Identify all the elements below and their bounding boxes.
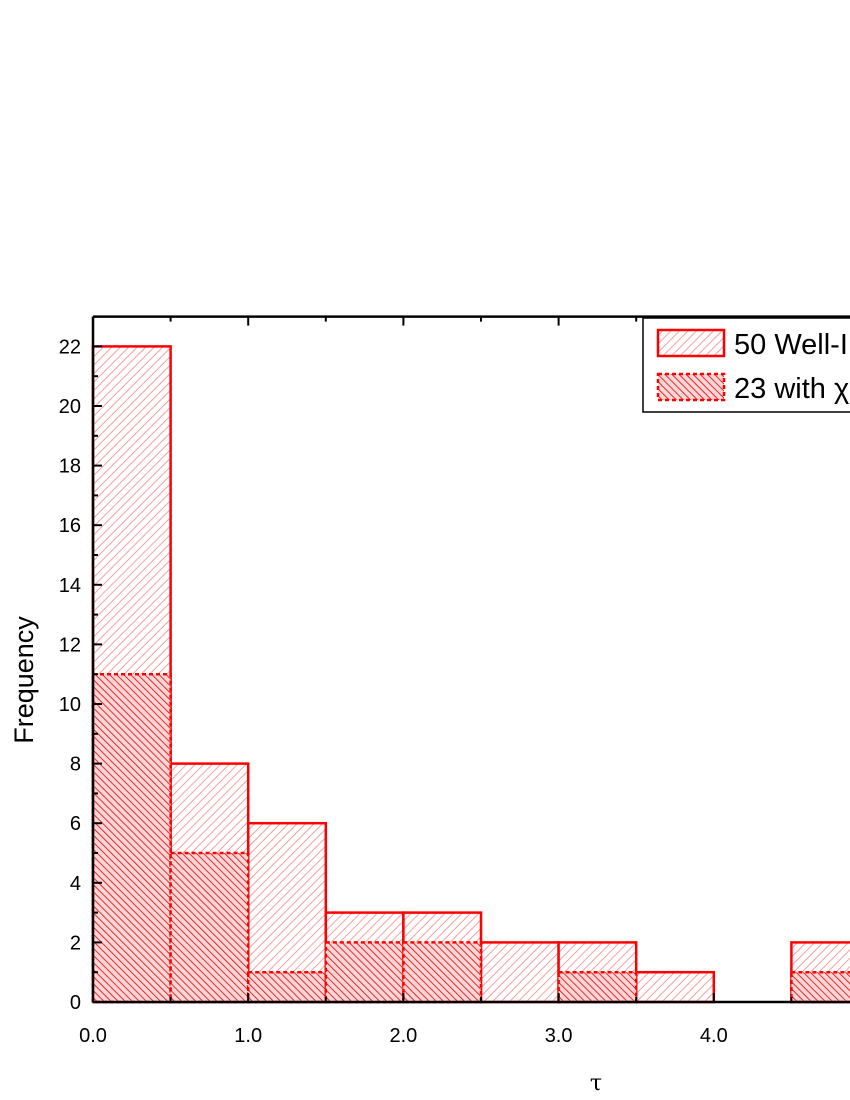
- y-axis-title: Frequency: [9, 616, 39, 744]
- all-bar-5: [479, 941, 560, 1004]
- legend-swatch-all: [656, 328, 726, 358]
- y-tick-label: 6: [70, 813, 81, 835]
- x-axis-title: τ: [590, 1071, 602, 1096]
- subset-bar-1: [169, 851, 250, 1004]
- x-tick-label: 4.0: [700, 1025, 728, 1047]
- y-tick-label: 18: [59, 456, 81, 478]
- x-tick-label: 0.0: [79, 1025, 107, 1047]
- y-tick-label: 2: [70, 932, 81, 954]
- y-tick-label: 14: [59, 575, 81, 597]
- y-tick-label: 12: [59, 634, 81, 656]
- subset-bar-0: [91, 672, 172, 1004]
- x-tick-label: 2.0: [389, 1025, 417, 1047]
- y-tick-label: 4: [70, 873, 81, 895]
- y-tick-label: 0: [70, 992, 81, 1014]
- subset-bar-4: [402, 941, 483, 1004]
- subset-bar-2: [246, 970, 328, 1004]
- x-tick-label: 1.0: [234, 1025, 262, 1047]
- y-tick-label: 10: [59, 694, 81, 716]
- axis-ticks: 0 2 4 6 8 10 12 14 16 18 20 22 0.0 1.0 2.0 3.0 4.0: [59, 315, 793, 1047]
- legend: 50 Well-I 23 with χ: [642, 317, 850, 413]
- legend-label-all: 50 Well-I: [734, 329, 848, 361]
- subset-bar-9: [790, 970, 850, 1004]
- series-subset-bars: [91, 672, 850, 1004]
- legend-swatch-subset: [656, 372, 726, 402]
- y-tick-label: 22: [59, 336, 81, 358]
- legend-label-subset: 23 with χ: [734, 373, 849, 405]
- subset-bar-3: [324, 941, 405, 1004]
- y-tick-label: 16: [59, 515, 81, 537]
- plot-axes: [91, 315, 850, 1004]
- all-bar-7: [634, 970, 716, 1004]
- y-tick-label: 8: [70, 754, 81, 776]
- y-tick-label: 20: [59, 396, 81, 418]
- x-tick-label: 3.0: [545, 1025, 573, 1047]
- subset-bar-6: [557, 970, 638, 1004]
